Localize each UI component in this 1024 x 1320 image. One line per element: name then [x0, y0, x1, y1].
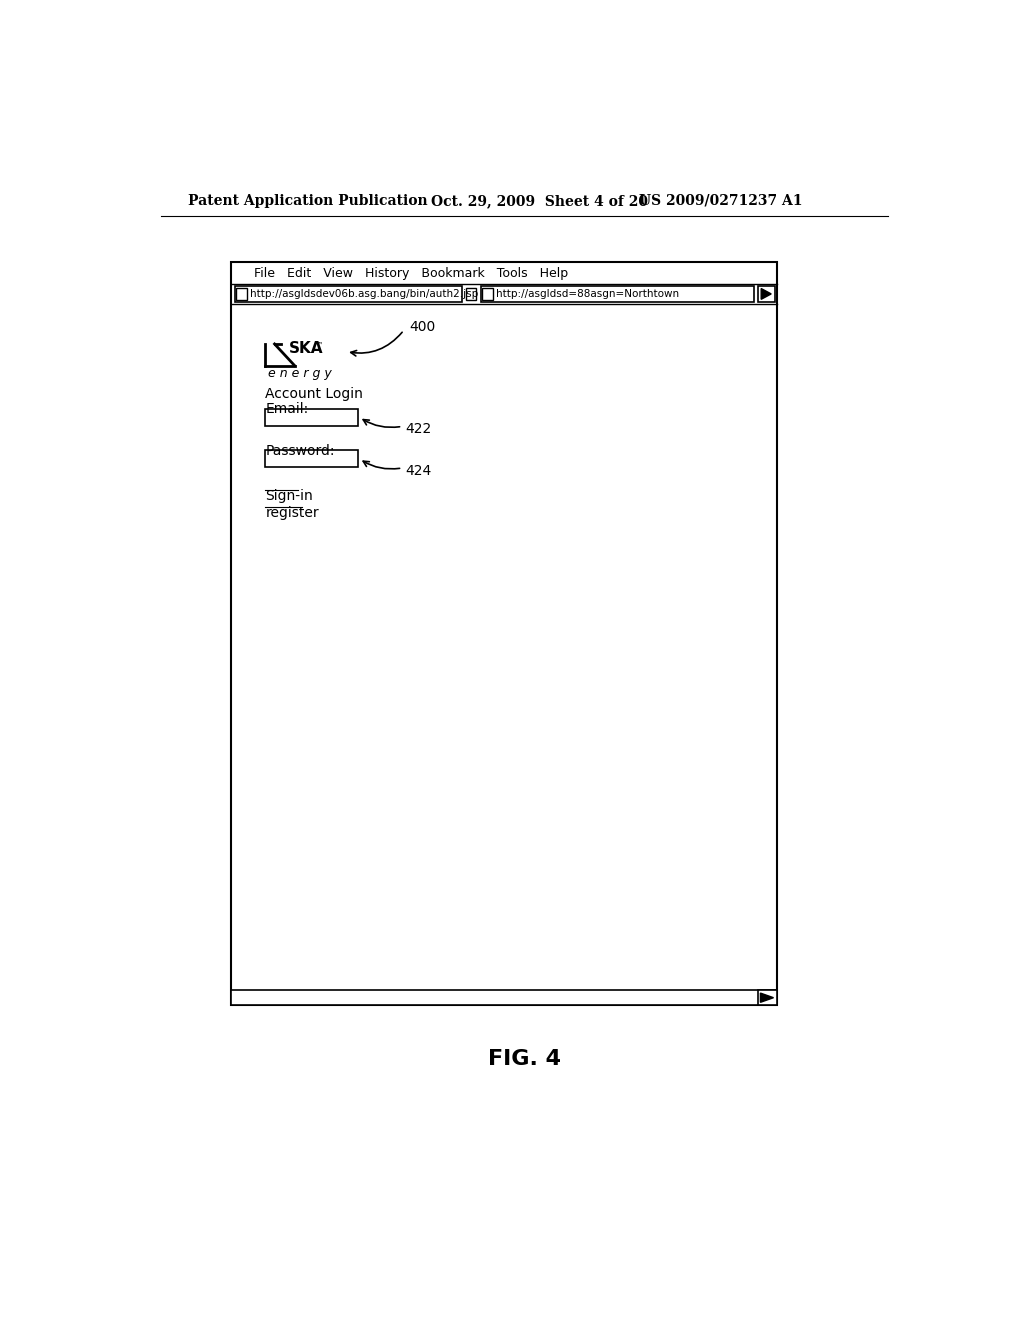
Bar	[230, 990, 777, 1006]
Text: 422: 422	[406, 422, 432, 437]
Text: File   Edit   View   History   Bookmark   Tools   Help: File Edit View History Bookmark Tools He…	[254, 267, 568, 280]
Text: 400: 400	[410, 319, 435, 334]
Text: Oct. 29, 2009  Sheet 4 of 20: Oct. 29, 2009 Sheet 4 of 20	[431, 194, 648, 207]
Bar	[230, 263, 777, 1006]
Text: 424: 424	[406, 465, 432, 478]
Bar	[481, 286, 755, 302]
Bar	[265, 409, 357, 425]
Bar	[265, 450, 357, 467]
Text: register: register	[265, 506, 318, 520]
Text: Patent Application Publication: Patent Application Publication	[188, 194, 428, 207]
Bar	[234, 286, 462, 302]
Polygon shape	[761, 289, 771, 300]
Bar	[482, 288, 494, 300]
Text: Email:: Email:	[265, 403, 308, 417]
Text: Sign-in: Sign-in	[265, 488, 313, 503]
Text: http://asgldsdev06b.asg.bang/bin/auth2.jsp: http://asgldsdev06b.asg.bang/bin/auth2.j…	[250, 289, 478, 298]
Text: SKA: SKA	[289, 342, 323, 356]
Bar	[466, 288, 476, 300]
Bar	[237, 288, 247, 300]
Bar	[758, 286, 775, 302]
Text: ™: ™	[314, 341, 323, 350]
Text: Account Login: Account Login	[265, 387, 364, 401]
Polygon shape	[761, 993, 773, 1002]
Text: http://asgldsd=88asgn=Northtown: http://asgldsd=88asgn=Northtown	[497, 289, 680, 298]
Bar	[758, 990, 777, 1006]
Text: Password:: Password:	[265, 444, 335, 458]
Text: e n e r g y: e n e r g y	[268, 367, 332, 380]
Text: US 2009/0271237 A1: US 2009/0271237 A1	[639, 194, 802, 207]
Text: FIG. 4: FIG. 4	[488, 1049, 561, 1069]
